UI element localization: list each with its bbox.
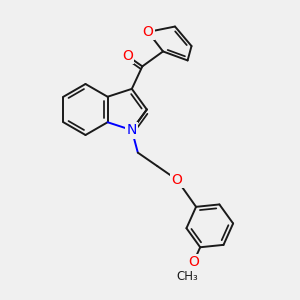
Text: CH₃: CH₃: [176, 270, 198, 283]
Text: O: O: [171, 172, 182, 187]
Text: N: N: [127, 123, 137, 137]
Text: O: O: [188, 255, 199, 269]
Text: O: O: [122, 49, 133, 63]
Text: O: O: [142, 25, 153, 39]
